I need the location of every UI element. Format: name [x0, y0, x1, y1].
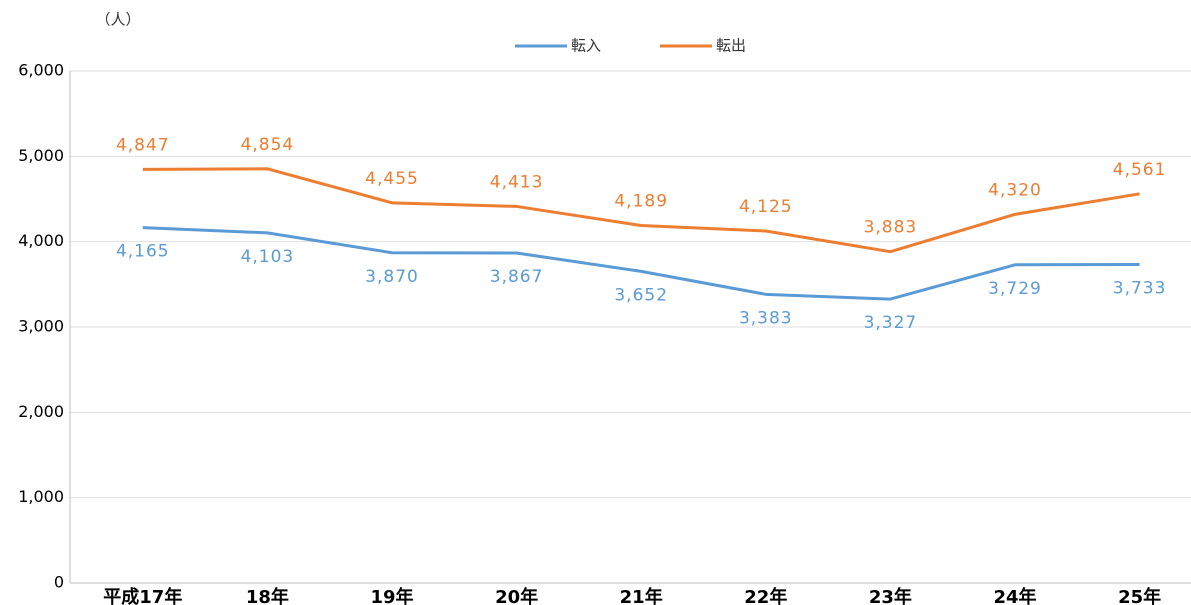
y-tick-label: 0	[54, 573, 64, 592]
x-tick-label: 19年	[370, 586, 413, 605]
data-label: 4,165	[116, 242, 170, 262]
data-label: 3,870	[365, 267, 419, 287]
x-tick-label: 24年	[993, 586, 1036, 605]
line-series	[142, 167, 1140, 254]
y-tick-label: 3,000	[18, 317, 64, 336]
data-label: 3,729	[988, 279, 1042, 299]
y-tick-label: 5,000	[18, 146, 64, 165]
y-tick-label: 2,000	[18, 402, 64, 421]
data-label: 4,103	[241, 247, 295, 267]
data-label: 3,733	[1113, 278, 1167, 298]
x-tick-label: 平成17年	[103, 586, 182, 605]
data-label: 3,327	[864, 313, 918, 333]
x-tick-label: 21年	[620, 586, 663, 605]
y-tick-label: 4,000	[18, 231, 64, 250]
data-label: 4,455	[365, 169, 419, 189]
y-tick-label: 1,000	[18, 487, 64, 506]
data-label: 3,883	[864, 218, 918, 238]
legend-label: 転入	[571, 37, 601, 55]
data-label: 4,413	[490, 172, 544, 192]
y-tick-label: 6,000	[18, 61, 64, 80]
data-label: 4,854	[241, 135, 295, 155]
x-tick-label: 18年	[246, 586, 289, 605]
data-label: 4,320	[988, 180, 1042, 200]
data-label: 3,652	[614, 285, 668, 305]
x-tick-label: 20年	[495, 586, 538, 605]
data-label: 4,125	[739, 197, 793, 217]
x-tick-label: 23年	[869, 586, 912, 605]
data-label: 3,867	[490, 267, 544, 287]
line-series	[142, 226, 1140, 301]
x-tick-label: 22年	[744, 586, 787, 605]
data-label: 4,189	[614, 192, 668, 212]
data-label: 3,383	[739, 308, 793, 328]
legend-label: 転出	[716, 37, 746, 55]
data-label: 4,847	[116, 135, 170, 155]
x-tick-label: 25年	[1118, 586, 1161, 605]
data-label: 4,561	[1113, 160, 1167, 180]
y-unit-label: （人）	[95, 11, 140, 29]
